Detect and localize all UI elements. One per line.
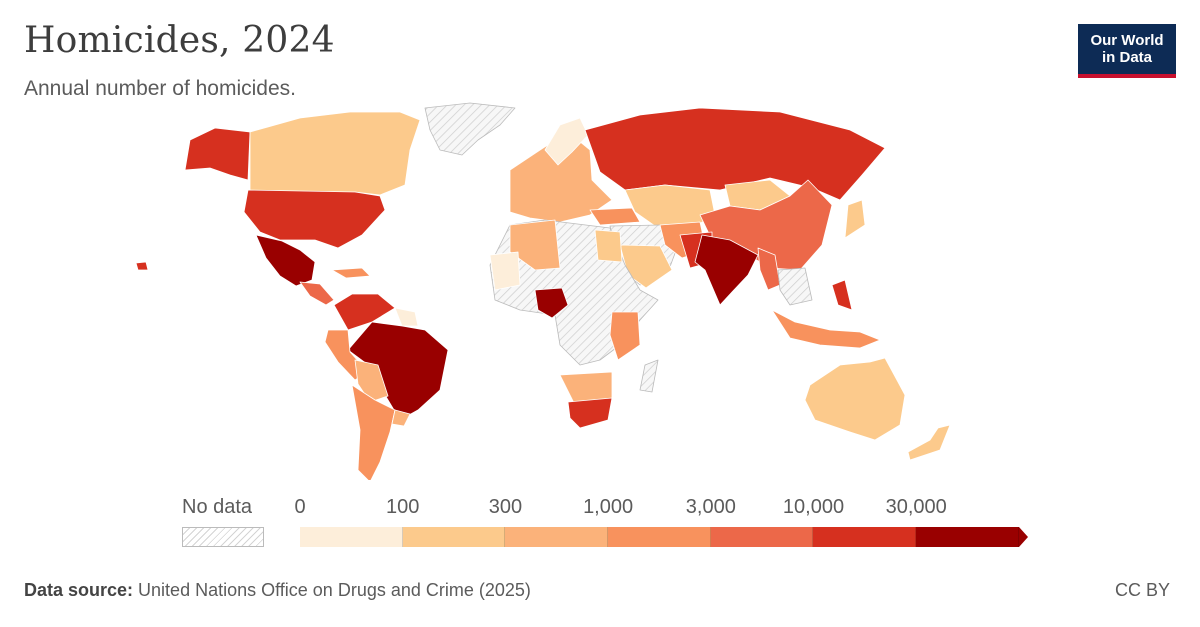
region-south-africa[interactable] bbox=[567, 397, 613, 429]
region-indonesia[interactable] bbox=[771, 309, 881, 349]
region-mexico[interactable] bbox=[255, 234, 316, 287]
legend-bin[interactable] bbox=[916, 527, 1019, 547]
legend-tick-label: 300 bbox=[488, 496, 523, 518]
legend-color-bins bbox=[300, 527, 1028, 547]
legend-bin[interactable] bbox=[505, 527, 609, 547]
chart-subtitle: Annual number of homicides. bbox=[24, 77, 296, 100]
legend-tick-label: 1,000 bbox=[583, 496, 634, 518]
region-canada[interactable] bbox=[249, 111, 421, 196]
region-caribbean[interactable] bbox=[331, 267, 371, 279]
legend-no-data-swatch bbox=[182, 527, 264, 547]
region-australia[interactable] bbox=[804, 357, 906, 441]
region-new-zealand[interactable] bbox=[907, 424, 951, 461]
region-east-africa[interactable] bbox=[609, 311, 641, 361]
region-india[interactable] bbox=[694, 234, 759, 306]
legend-open-end-arrow bbox=[1018, 527, 1028, 547]
license-link[interactable]: CC BY bbox=[1114, 580, 1170, 600]
region-philippines[interactable] bbox=[831, 279, 853, 311]
logo-line-1: Our World bbox=[1090, 32, 1164, 49]
region-argentina-chile[interactable] bbox=[351, 384, 396, 480]
logo-line-2: in Data bbox=[1101, 49, 1152, 66]
region-algeria[interactable] bbox=[509, 219, 561, 271]
region-usa[interactable] bbox=[243, 189, 386, 249]
legend-bin[interactable] bbox=[300, 527, 403, 547]
region-guianas[interactable] bbox=[394, 307, 419, 327]
chart-title: Homicides, 2024 bbox=[24, 20, 335, 61]
region-central-asia[interactable] bbox=[624, 184, 716, 231]
region-greenland[interactable] bbox=[424, 102, 516, 156]
region-west-sahara[interactable] bbox=[489, 251, 521, 291]
region-hawaii[interactable] bbox=[135, 261, 149, 271]
legend-tick-label: 30,000 bbox=[885, 496, 947, 518]
legend-tick-label: 10,000 bbox=[782, 496, 845, 518]
legend-bin[interactable] bbox=[608, 527, 711, 547]
region-bolivia[interactable] bbox=[354, 359, 389, 403]
source-label: Data source: bbox=[24, 580, 134, 600]
legend-no-data-label: No data bbox=[182, 496, 253, 518]
region-japan[interactable] bbox=[844, 199, 866, 239]
footer-source: Data source: United Nations Office on Dr… bbox=[24, 580, 531, 601]
legend-tick-label: 100 bbox=[386, 496, 420, 518]
region-southeast-asia[interactable] bbox=[777, 267, 813, 306]
region-uruguay[interactable] bbox=[391, 409, 411, 427]
region-madagascar[interactable] bbox=[639, 359, 659, 393]
source-text: United Nations Office on Drugs and Crime… bbox=[133, 580, 531, 600]
region-central-america[interactable] bbox=[299, 281, 335, 306]
legend-bin[interactable] bbox=[813, 527, 917, 547]
region-egypt[interactable] bbox=[594, 229, 623, 263]
region-myanmar[interactable] bbox=[757, 247, 781, 291]
legend-tick-label: 0 bbox=[294, 496, 306, 518]
owid-logo[interactable]: Our World in Data bbox=[1078, 24, 1176, 78]
legend-tick-label: 3,000 bbox=[685, 496, 736, 518]
legend-bin[interactable] bbox=[710, 527, 814, 547]
region-alaska[interactable] bbox=[184, 127, 251, 181]
region-turkey[interactable] bbox=[589, 207, 641, 226]
legend-bin[interactable] bbox=[402, 527, 506, 547]
world-map[interactable] bbox=[0, 95, 1200, 480]
region-nigeria[interactable] bbox=[534, 287, 569, 319]
